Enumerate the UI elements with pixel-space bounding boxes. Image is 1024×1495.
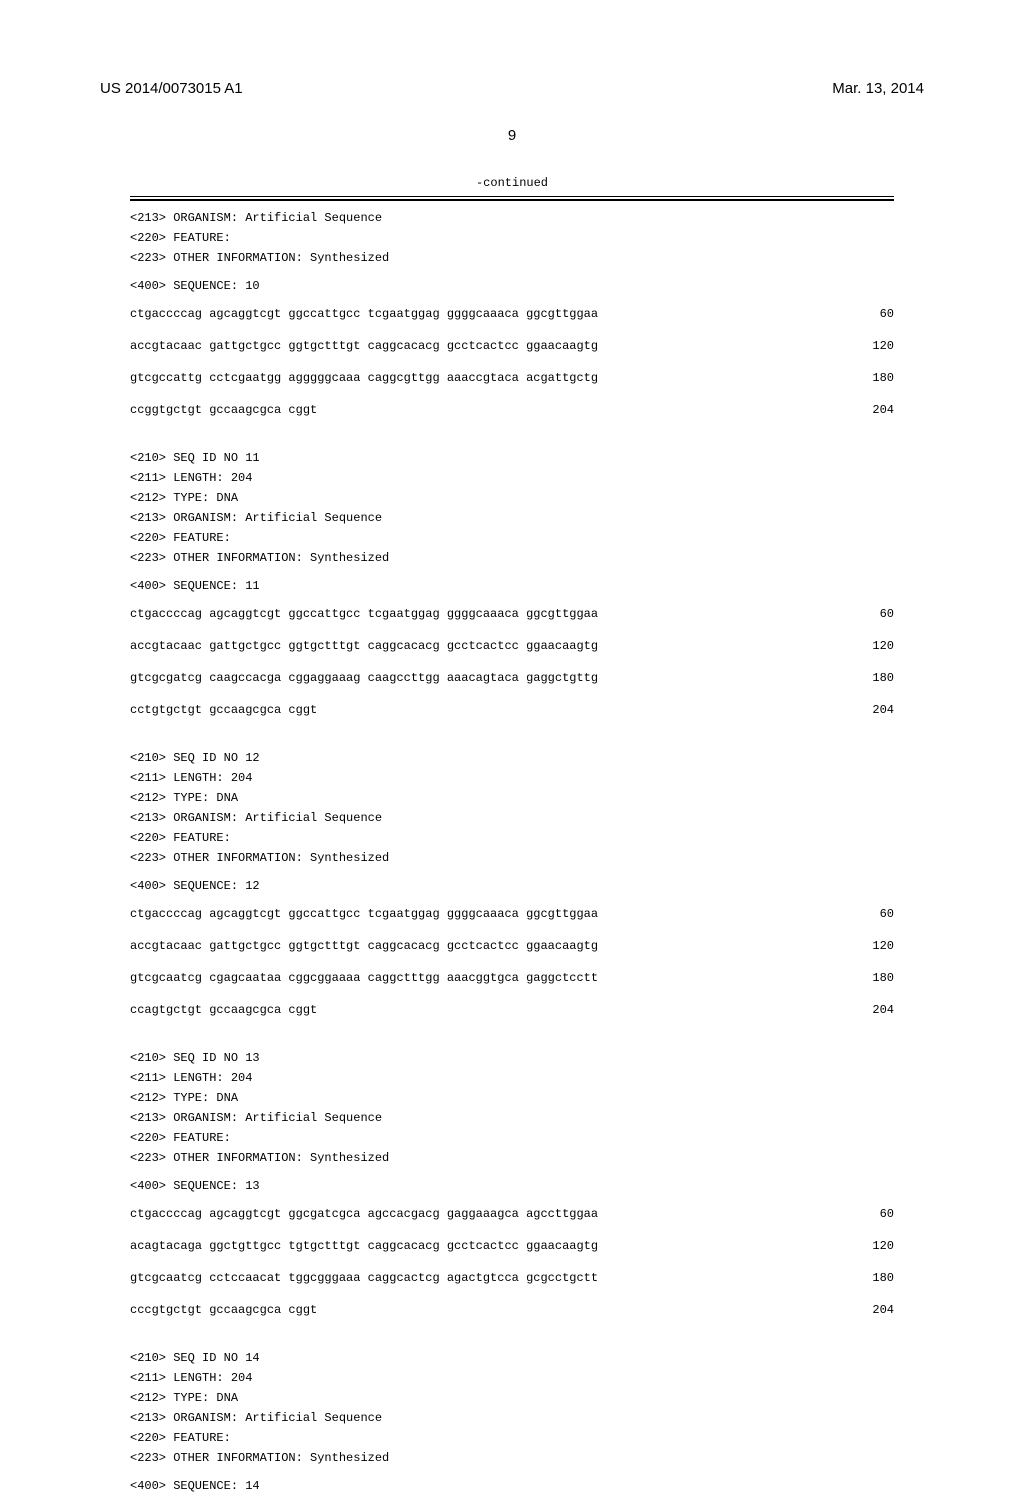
sequence-text: ccagtgctgt gccaagcgca cggt [130, 1001, 317, 1019]
sequence-position: 120 [852, 337, 894, 355]
sequence-tag: <400> SEQUENCE: 12 [130, 877, 894, 895]
sequence-line: accgtacaac gattgctgcc ggtgctttgt caggcac… [130, 937, 894, 955]
sequence-line: accgtacaac gattgctgcc ggtgctttgt caggcac… [130, 337, 894, 355]
sequence-line: cccgtgctgt gccaagcgca cggt 204 [130, 1301, 894, 1319]
sequence-position: 120 [852, 637, 894, 655]
sequence-meta: <220> FEATURE: [130, 229, 894, 247]
sequence-line: cctgtgctgt gccaagcgca cggt 204 [130, 701, 894, 719]
sequence-position: 204 [852, 1001, 894, 1019]
patent-id: US 2014/0073015 A1 [100, 80, 243, 97]
sequence-text: accgtacaac gattgctgcc ggtgctttgt caggcac… [130, 937, 598, 955]
sequence-position: 60 [860, 305, 894, 323]
sequence-position: 60 [860, 605, 894, 623]
sequence-meta: <211> LENGTH: 204 [130, 469, 894, 487]
sequence-line: ccggtgctgt gccaagcgca cggt 204 [130, 401, 894, 419]
patent-date: Mar. 13, 2014 [832, 80, 924, 97]
sequence-meta: <212> TYPE: DNA [130, 1389, 894, 1407]
sequence-meta: <211> LENGTH: 204 [130, 769, 894, 787]
sequence-meta: <223> OTHER INFORMATION: Synthesized [130, 849, 894, 867]
sequence-position: 180 [852, 1269, 894, 1287]
sequence-tag: <400> SEQUENCE: 10 [130, 277, 894, 295]
sequence-meta: <211> LENGTH: 204 [130, 1369, 894, 1387]
sequence-meta: <220> FEATURE: [130, 829, 894, 847]
sequence-text: accgtacaac gattgctgcc ggtgctttgt caggcac… [130, 637, 598, 655]
sequence-meta: <212> TYPE: DNA [130, 789, 894, 807]
sequence-listing: -continued <213> ORGANISM: Artificial Se… [0, 144, 1024, 1495]
sequence-position: 180 [852, 669, 894, 687]
sequence-position: 204 [852, 401, 894, 419]
sequence-position: 180 [852, 969, 894, 987]
sequence-line: gtcgcaatcg cctccaacat tggcgggaaa caggcac… [130, 1269, 894, 1287]
sequence-text: ccggtgctgt gccaagcgca cggt [130, 401, 317, 419]
sequence-text: cccgtgctgt gccaagcgca cggt [130, 1301, 317, 1319]
page-number: 9 [0, 127, 1024, 144]
sequence-line: accgtacaac gattgctgcc ggtgctttgt caggcac… [130, 637, 894, 655]
continued-label: -continued [130, 174, 894, 192]
sequence-text: gtcgcaatcg cctccaacat tggcgggaaa caggcac… [130, 1269, 598, 1287]
sequence-meta: <213> ORGANISM: Artificial Sequence [130, 1109, 894, 1127]
sequence-meta: <212> TYPE: DNA [130, 489, 894, 507]
sequence-meta: <210> SEQ ID NO 13 [130, 1049, 894, 1067]
sequence-text: acagtacaga ggctgttgcc tgtgctttgt caggcac… [130, 1237, 598, 1255]
sequence-tag: <400> SEQUENCE: 11 [130, 577, 894, 595]
sequence-text: accgtacaac gattgctgcc ggtgctttgt caggcac… [130, 337, 598, 355]
sequence-line: acagtacaga ggctgttgcc tgtgctttgt caggcac… [130, 1237, 894, 1255]
sequence-meta: <211> LENGTH: 204 [130, 1069, 894, 1087]
sequence-meta: <223> OTHER INFORMATION: Synthesized [130, 1149, 894, 1167]
sequence-meta: <213> ORGANISM: Artificial Sequence [130, 209, 894, 227]
sequence-meta: <213> ORGANISM: Artificial Sequence [130, 1409, 894, 1427]
sequence-meta: <223> OTHER INFORMATION: Synthesized [130, 1449, 894, 1467]
sequence-line: ctgaccccag agcaggtcgt ggccattgcc tcgaatg… [130, 605, 894, 623]
sequence-meta: <212> TYPE: DNA [130, 1089, 894, 1107]
sequence-text: cctgtgctgt gccaagcgca cggt [130, 701, 317, 719]
sequence-position: 60 [860, 905, 894, 923]
sequence-line: ctgaccccag agcaggtcgt ggcgatcgca agccacg… [130, 1205, 894, 1223]
sequence-text: ctgaccccag agcaggtcgt ggcgatcgca agccacg… [130, 1205, 598, 1223]
sequence-tag: <400> SEQUENCE: 14 [130, 1477, 894, 1495]
sequence-meta: <210> SEQ ID NO 12 [130, 749, 894, 767]
sequence-line: gtcgcaatcg cgagcaataa cggcggaaaa caggctt… [130, 969, 894, 987]
sequence-meta: <223> OTHER INFORMATION: Synthesized [130, 549, 894, 567]
sequence-text: ctgaccccag agcaggtcgt ggccattgcc tcgaatg… [130, 905, 598, 923]
sequence-position: 204 [852, 701, 894, 719]
sequence-meta: <223> OTHER INFORMATION: Synthesized [130, 249, 894, 267]
sequence-text: ctgaccccag agcaggtcgt ggccattgcc tcgaatg… [130, 305, 598, 323]
sequence-line: ctgaccccag agcaggtcgt ggccattgcc tcgaatg… [130, 305, 894, 323]
sequence-tag: <400> SEQUENCE: 13 [130, 1177, 894, 1195]
sequence-meta: <210> SEQ ID NO 14 [130, 1349, 894, 1367]
sequence-meta: <220> FEATURE: [130, 529, 894, 547]
sequence-position: 60 [860, 1205, 894, 1223]
sequence-line: ctgaccccag agcaggtcgt ggccattgcc tcgaatg… [130, 905, 894, 923]
sequence-text: gtcgccattg cctcgaatgg agggggcaaa caggcgt… [130, 369, 598, 387]
sequence-position: 204 [852, 1301, 894, 1319]
sequence-meta: <210> SEQ ID NO 11 [130, 449, 894, 467]
sequence-meta: <213> ORGANISM: Artificial Sequence [130, 809, 894, 827]
sequence-text: ctgaccccag agcaggtcgt ggccattgcc tcgaatg… [130, 605, 598, 623]
sequence-position: 120 [852, 1237, 894, 1255]
sequence-meta: <220> FEATURE: [130, 1429, 894, 1447]
sequence-meta: <213> ORGANISM: Artificial Sequence [130, 509, 894, 527]
sequence-position: 120 [852, 937, 894, 955]
sequence-line: gtcgcgatcg caagccacga cggaggaaag caagcct… [130, 669, 894, 687]
sequence-line: gtcgccattg cctcgaatgg agggggcaaa caggcgt… [130, 369, 894, 387]
sequence-line: ccagtgctgt gccaagcgca cggt 204 [130, 1001, 894, 1019]
sequence-position: 180 [852, 369, 894, 387]
sequence-text: gtcgcgatcg caagccacga cggaggaaag caagcct… [130, 669, 598, 687]
sequence-text: gtcgcaatcg cgagcaataa cggcggaaaa caggctt… [130, 969, 598, 987]
sequence-meta: <220> FEATURE: [130, 1129, 894, 1147]
